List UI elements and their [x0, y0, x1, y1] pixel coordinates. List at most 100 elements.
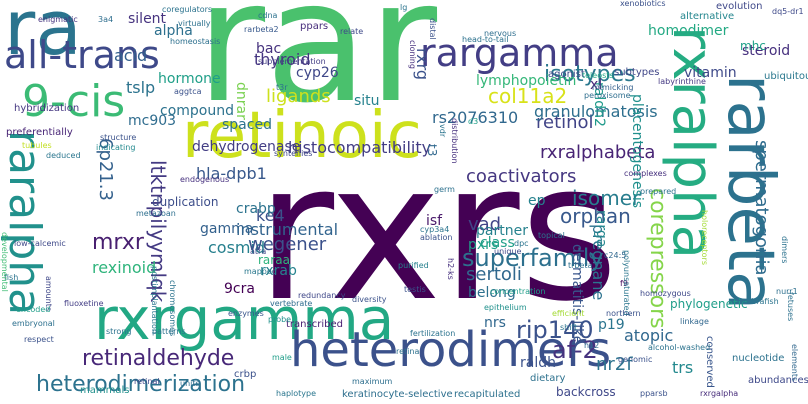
word-northern: northern — [606, 309, 641, 318]
word-phylogenetic: phylogenetic — [670, 297, 748, 311]
word-af-2: af-2 — [552, 336, 598, 364]
word-virtually: virtually — [178, 19, 211, 28]
word-raralpha: raralpha — [0, 130, 50, 316]
word-extra: pparsb — [640, 389, 668, 398]
word-mc903: mc903 — [128, 113, 177, 129]
word-gamma: gamma — [200, 221, 254, 237]
word-syntenies: syntenies — [274, 149, 313, 158]
word-retinal: retinal — [134, 377, 160, 386]
word-strong: strong — [106, 327, 132, 336]
word-rargamma: rargamma — [420, 31, 619, 75]
word-h2-ks: h2-ks — [446, 258, 455, 280]
word-purified: purified — [398, 261, 429, 270]
word-vdr: vdr — [438, 124, 447, 138]
word-superfamily: superfamily — [462, 244, 604, 272]
word-fertilization: fertilization — [410, 329, 456, 338]
word-pxrs: pxrs — [468, 237, 499, 253]
word-aggtca: aggtca — [174, 87, 202, 96]
word-hormone: hormone — [158, 71, 221, 87]
word-testis: testis — [404, 285, 426, 294]
word-rs2076310: rs2076310 — [432, 108, 519, 127]
word-orphan: orphan — [560, 204, 631, 228]
word-subtypes: subtypes — [614, 67, 660, 78]
word-compound: compound — [160, 103, 234, 119]
word-holoreceptors: holoreceptors — [700, 210, 709, 266]
word-probe: probe — [268, 315, 292, 324]
word-ligands: ligands — [266, 86, 331, 107]
word-coactivators: coactivators — [466, 166, 577, 187]
word-vitamin: vitamin — [684, 65, 737, 81]
word-ltktnpilyymlqk: ltktnpilyymlqk — [146, 160, 170, 303]
word-alcohol-washed: alcohol-washed — [648, 343, 711, 352]
word-acid: acid — [114, 46, 148, 65]
word-deduced: deduced — [46, 151, 81, 160]
word-situ: situ — [354, 93, 380, 109]
word-thyroid: thyroid — [254, 50, 311, 69]
word-ep: ep — [528, 193, 546, 209]
word-alternative: alternative — [680, 11, 735, 22]
word-retinol: retinol — [536, 112, 594, 133]
word-structure: structure — [100, 133, 137, 142]
word-mhc: mhc — [740, 39, 766, 53]
word-placentogenesis: placentogenesis — [629, 94, 645, 209]
word-labyrinthine: labyrinthine — [658, 77, 706, 86]
word-units: units — [180, 379, 200, 388]
word-mammals: mammals — [80, 385, 130, 396]
word-p19: p19 — [598, 317, 625, 333]
word-topical: topical — [538, 231, 565, 240]
word-trs: trs — [672, 358, 694, 377]
word-polyunsaturated: polyunsaturated — [622, 250, 631, 316]
word-mapped: mapped — [244, 267, 277, 276]
word-steroid: steroid — [742, 43, 791, 59]
word-dpc: dpc — [514, 239, 529, 248]
word-9cra: 9cra — [224, 281, 255, 297]
word-t3: t3 — [425, 144, 439, 157]
word-h12: h12 — [584, 341, 600, 350]
word-relate: relate — [340, 27, 364, 36]
word-sertoli: sertoli — [466, 264, 522, 285]
word-concentration: concentration — [490, 287, 546, 296]
word-backcross: backcross — [556, 385, 616, 399]
word-complexes: complexes — [624, 169, 667, 178]
word-9-cis: 9-cis — [22, 76, 126, 127]
word-spaced: spaced — [222, 117, 272, 133]
word-elements: elements — [790, 344, 799, 382]
word-rip140: rip140 — [516, 316, 594, 344]
word-low-calcemic: low-calcemic — [14, 239, 66, 248]
word-atopic: atopic — [624, 326, 674, 345]
word-agonist: agonist — [548, 69, 585, 80]
word-extra: rxrgalpha — [700, 389, 739, 398]
word-rar: rar — [196, 0, 438, 140]
word-zebrafish: zebrafish — [742, 297, 779, 306]
word-developmental: developmental — [0, 232, 9, 292]
word-xl: xl — [590, 77, 603, 93]
word-6p21.3: 6p21.3 — [95, 138, 116, 201]
word-cloning: cloning — [408, 40, 417, 69]
word-cdna: cdna — [258, 11, 278, 20]
word-raldh: raldh — [520, 355, 556, 371]
word-duplication: duplication — [152, 195, 219, 209]
word-prepared: prepared — [640, 187, 677, 196]
word-crabp: crabp — [236, 201, 276, 217]
word-haplotype: haplotype — [276, 389, 317, 398]
word-nurr1: nurr1 — [776, 287, 798, 296]
word-unique: unique — [494, 247, 522, 256]
word-isotypes: isotypes — [544, 62, 636, 87]
word-homeostasis: homeostasis — [170, 37, 221, 46]
word-efficient: efficient — [552, 309, 585, 318]
word-encoded: encoded — [16, 305, 51, 314]
word-maximum: maximum — [352, 377, 393, 386]
word-xenobiotics: xenobiotics — [620, 0, 666, 8]
word-ra: ra — [4, 0, 82, 72]
word-f9: f9 — [620, 279, 628, 288]
word-crbp: crbp — [234, 369, 257, 380]
word-corepressors: corepressors — [645, 188, 670, 329]
word-3a4: 3a4 — [98, 15, 114, 24]
word-tubules: tubules — [22, 141, 52, 150]
word-dietary: dietary — [530, 373, 566, 384]
word-alpha: alpha — [154, 23, 193, 39]
word-heterodimers: heterodimers — [290, 322, 612, 378]
word-enigmatic: enigmatic — [38, 15, 78, 24]
word-retinaldehyde: retinaldehyde — [82, 346, 235, 371]
word-rxrab: rxrab — [260, 263, 297, 279]
